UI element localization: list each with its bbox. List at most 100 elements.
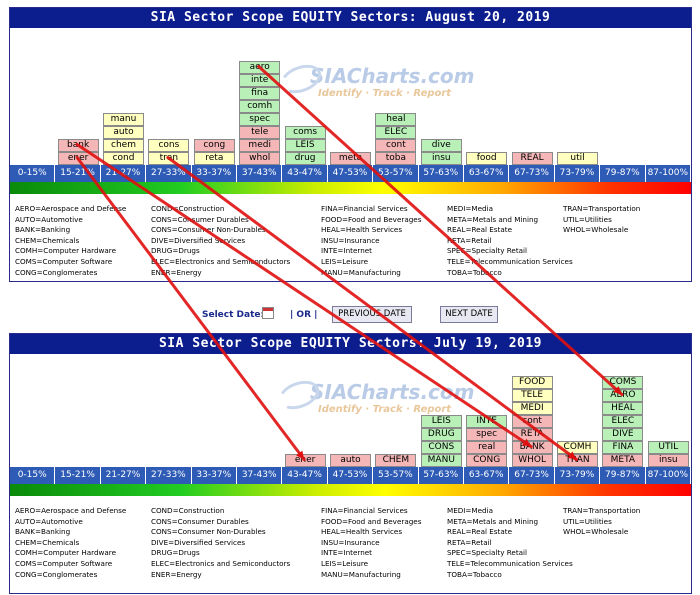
legend-entry: INTE=Internet	[321, 548, 372, 558]
range-label: 0-15%	[10, 467, 56, 484]
sector-cell-coms[interactable]: COMS	[602, 376, 644, 389]
strength-gradient-bar	[10, 182, 691, 194]
sector-cell-medi[interactable]: medi	[239, 139, 281, 152]
sector-cell-bank[interactable]: BANK	[511, 441, 553, 454]
sector-cell-heal[interactable]: HEAL	[602, 402, 644, 415]
sector-cell-tele[interactable]: TELE	[511, 389, 553, 402]
sector-cell-cons[interactable]: cons	[148, 139, 190, 152]
sector-cell-whol[interactable]: whol	[239, 152, 281, 165]
sector-cell-fina[interactable]: fina	[239, 87, 281, 100]
previous-date-button[interactable]: PREVIOUS DATE	[332, 306, 412, 323]
percentile-range-row: 0-15% 15-21% 21-27% 27-33% 33-37% 37-43% 43-47…	[10, 467, 691, 484]
sector-cell-auto[interactable]: auto	[103, 126, 144, 139]
legend-entry: MANU=Manufacturing	[321, 267, 401, 277]
calendar-icon[interactable]	[262, 307, 274, 319]
sector-cell-heal[interactable]: heal	[375, 113, 417, 126]
sector-cell-cong[interactable]: CONG	[466, 454, 508, 467]
legend-entry: HEAL=Health Services	[321, 527, 403, 537]
legend-entry: MANU=Manufacturing	[321, 569, 401, 579]
legend-entry: AERO=Aerospace and Defense	[15, 204, 127, 213]
sector-cell-food[interactable]: FOOD	[511, 376, 553, 389]
legend-entry: BANK=Banking	[15, 527, 71, 537]
sector-cell-dive[interactable]: dive	[420, 139, 462, 152]
legend-entry: INTE=Internet	[321, 246, 372, 256]
sector-cell-chem[interactable]: CHEM	[375, 454, 417, 467]
legend-entry: CONS=Consumer Non-Durables	[151, 527, 266, 537]
legend-column: AERO=Aerospace and Defense AUTO=Automotiv…	[15, 506, 126, 580]
sector-cell-insu[interactable]: insu	[420, 152, 462, 165]
sector-cell-toba[interactable]: toba	[375, 152, 417, 165]
legend-entry: AERO=Aerospace and Defense	[15, 506, 127, 515]
sector-cell-comh[interactable]: comh	[239, 100, 281, 113]
sector-cell-dive[interactable]: DIVE	[602, 428, 644, 441]
sector-cell-whol[interactable]: WHOL	[511, 454, 553, 467]
range-label: 21-27%	[101, 467, 147, 484]
legend-entry: CHEM=Chemicals	[15, 235, 80, 245]
sector-cell-comh[interactable]: COMH	[557, 441, 598, 454]
sector-cell-tele[interactable]: tele	[239, 126, 281, 139]
sector-cell-chem[interactable]: chem	[103, 139, 144, 152]
range-label: 53-57%	[373, 165, 419, 182]
legend-entry: COND=Construction	[151, 204, 225, 213]
sector-cell-manu[interactable]: manu	[103, 113, 144, 126]
sector-cell-cond[interactable]: cond	[103, 152, 144, 165]
legend-column: AERO=Aerospace and Defense AUTO=Automotiv…	[15, 204, 126, 278]
legend-entry: CONS=Consumer Non-Durables	[151, 225, 266, 235]
sector-cell-spec[interactable]: spec	[466, 428, 508, 441]
sector-cell-bank[interactable]: bank	[57, 139, 99, 152]
sector-cell-real[interactable]: real	[466, 441, 508, 454]
legend-entry: HEAL=Health Services	[321, 225, 403, 235]
sector-cell-aero[interactable]: AERO	[602, 389, 644, 402]
sector-cell-leis[interactable]: LEIS	[284, 139, 326, 152]
sector-cell-cont[interactable]: cont	[375, 139, 417, 152]
range-label: 73-79%	[555, 165, 601, 182]
legend-entry: COND=Construction	[151, 506, 225, 515]
legend-entry: META=Metals and Mining	[447, 214, 539, 224]
sector-cell-reta[interactable]: RETA	[511, 428, 553, 441]
sector-cell-fina[interactable]: FINA	[602, 441, 644, 454]
sector-cell-cont[interactable]: cont	[511, 415, 553, 428]
sector-cell-cons[interactable]: CONS	[420, 441, 462, 454]
sector-cell-ener[interactable]: ener	[57, 152, 99, 165]
legend-entry: TRAN=Transportation	[563, 506, 641, 515]
legend-entry: AUTO=Automotive	[15, 516, 83, 526]
sector-cell-elec[interactable]: ELEC	[375, 126, 417, 139]
sector-cell-manu[interactable]: MANU	[420, 454, 462, 467]
sector-cell-real[interactable]: REAL	[511, 152, 553, 165]
legend-entry: INSU=Insurance	[321, 537, 380, 547]
sector-cell-meta[interactable]: meta	[330, 152, 371, 165]
legend-entry: COMH=Computer Hardware	[15, 548, 117, 558]
sector-cell-medi[interactable]: MEDI	[511, 402, 553, 415]
sector-cell-insu[interactable]: insu	[647, 454, 689, 467]
next-date-button[interactable]: NEXT DATE	[440, 306, 498, 323]
sector-cell-drug[interactable]: drug	[284, 152, 326, 165]
range-label: 43-47%	[282, 467, 328, 484]
sector-cell-reta[interactable]: reta	[193, 152, 235, 165]
range-label: 47-53%	[328, 467, 374, 484]
legend-entry: SPEC=Specialty Retail	[447, 246, 528, 256]
sector-cell-coms[interactable]: coms	[284, 126, 326, 139]
sector-cell-food[interactable]: food	[466, 152, 508, 165]
sector-cell-elec[interactable]: ELEC	[602, 415, 644, 428]
legend-column: MEDI=Media META=Metals and Mining REAL=Rea…	[447, 204, 573, 278]
sector-cell-inte[interactable]: INTE	[466, 415, 508, 428]
sector-cell-meta[interactable]: META	[602, 454, 644, 467]
legend-entry: CONG=Conglomerates	[15, 267, 98, 277]
range-label: 33-37%	[192, 165, 237, 182]
legend-column: COND=Construction CONS=Consumer Durables C…	[151, 506, 290, 580]
sector-cell-drug[interactable]: DRUG	[420, 428, 462, 441]
sector-cell-util[interactable]: util	[557, 152, 598, 165]
legend-entry: FOOD=Food and Beverages	[321, 214, 422, 224]
sector-cell-leis[interactable]: LEIS	[420, 415, 462, 428]
range-label: 15-21%	[55, 165, 101, 182]
sector-cell-inte[interactable]: inte	[239, 74, 281, 87]
legend-entry: ELEC=Electronics and Semiconductors	[151, 256, 291, 266]
sector-cell-tran[interactable]: tran	[148, 152, 190, 165]
sector-cell-cong[interactable]: cong	[193, 139, 235, 152]
sector-cell-ener[interactable]: ener	[284, 454, 326, 467]
sector-cell-tran[interactable]: TRAN	[557, 454, 598, 467]
sector-cell-aero[interactable]: aero	[239, 61, 281, 74]
sector-cell-auto[interactable]: auto	[330, 454, 371, 467]
sector-cell-spec[interactable]: spec	[239, 113, 281, 126]
sector-cell-util[interactable]: UTIL	[647, 441, 689, 454]
